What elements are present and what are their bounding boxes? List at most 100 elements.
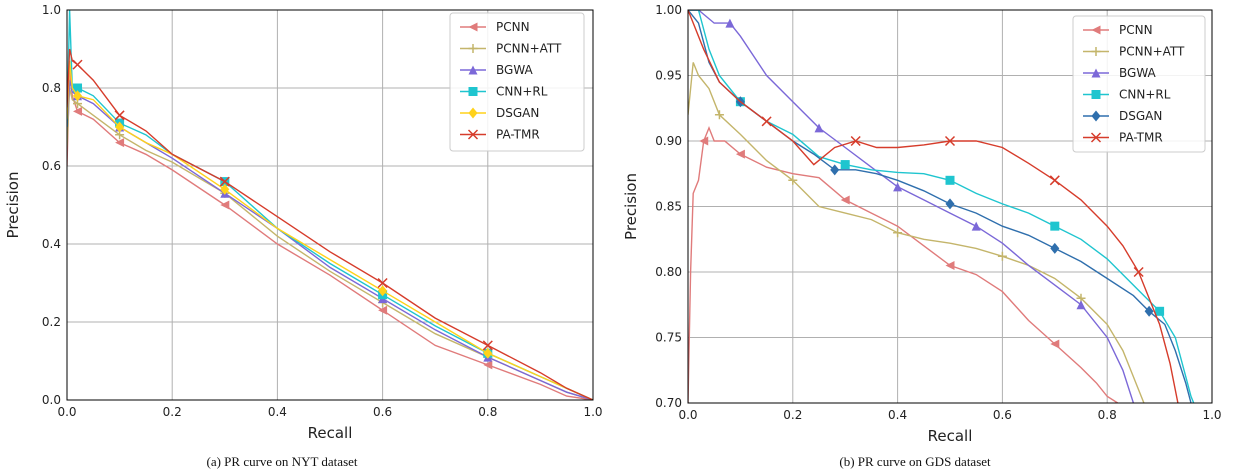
nyt-series-pa-tmr-marker [377,277,388,289]
gds-series-dsgan-marker [830,164,840,176]
nyt-series-pcnn-marker [483,360,493,370]
gds-axes-frame [687,9,1213,404]
nyt-y-tick-label: 0.8 [42,81,61,95]
gds-y-tick-label: 0.80 [655,265,682,279]
nyt-y-tick-label: 0.4 [42,237,61,251]
nyt-series-dsgan-marker [220,183,230,195]
gds-legend-pa-tmr-marker [1090,132,1102,143]
nyt-legend-pa-tmr-label: PA-TMR [496,128,540,142]
nyt-legend: PCNN PCNN+ATT BGWA CNN+RL DSGAN PA-TMR [449,12,585,152]
nyt-series-cnn-rl-marker [73,83,83,93]
nyt-legend-dsgan-marker [468,107,478,119]
nyt-x-tick-label: 0.0 [57,405,76,419]
nyt-legend-box [449,12,585,152]
nyt-legend-pcnn-att-label: PCNN+ATT [496,42,562,56]
gds-legend-pcnn-marker [1091,25,1101,35]
nyt-series-pa-tmr-marker [114,110,125,121]
gds-y-tick-label: 1.00 [655,3,682,17]
nyt-series-pcnn-marker [378,305,388,315]
gds-y-tick-label: 0.85 [655,200,682,214]
gds-x-tick-label: 0.4 [888,408,907,422]
gds-legend-pa-tmr-label: PA-TMR [1119,131,1163,145]
gds-series-pcnn-marker [735,149,745,159]
gds-series-pcnn-att-marker [893,228,903,238]
gds-series-bgwa-marker [814,123,824,133]
gds-series-pa-tmr-marker [761,116,772,127]
gds-x-tick-label: 0.0 [678,408,697,422]
nyt-legend-bgwa-label: BGWA [496,63,534,77]
nyt-legend-pcnn-label: PCNN [496,20,530,34]
gds-x-axis-label: Recall [928,427,973,445]
nyt-legend-bgwa-marker [468,65,478,75]
gds-series-pcnn-att-marker [788,175,798,185]
nyt-legend-cnn-rl-label: CNN+RL [496,85,548,99]
gds-series-bgwa-marker [725,18,735,28]
gds-series-cnn-rl-marker [1155,306,1165,316]
gds-y-tick-label: 0.70 [655,396,682,410]
gds-series-bgwa-marker [971,221,981,231]
gds-series-pcnn-line [688,126,1119,403]
gds-legend-bgwa-marker [1091,68,1101,78]
nyt-legend-cnn-rl-marker [468,87,478,96]
gds-series-pcnn-marker [699,136,709,146]
nyt-series-pa-tmr-marker [72,59,83,70]
gds-legend-dsgan-label: DSGAN [1119,109,1162,123]
gds-series-dsgan-marker [1050,242,1060,254]
gds-legend-cnn-rl-marker [1091,90,1101,99]
nyt-series-dsgan-marker [483,347,493,359]
nyt-x-tick-label: 1.0 [583,405,602,419]
nyt-legend-pcnn-marker [468,22,478,32]
gds-series-bgwa-marker [893,182,903,192]
gds-series-cnn-rl-marker [1050,221,1060,231]
gds-series-cnn-rl-marker [840,160,850,170]
gds-series-cnn-rl-marker [945,175,955,185]
gds-y-tick-label: 0.95 [655,69,682,83]
nyt-x-axis-label: Recall [308,424,353,442]
gds-series-pa-tmr-marker [944,135,956,147]
nyt-y-tick-label: 1.0 [42,3,61,17]
nyt-axes-frame [66,9,594,401]
gds-series-pcnn-att-marker [997,251,1007,261]
gds-series-pa-tmr-marker [850,135,861,147]
gds-y-axis-label: Precision [622,173,640,240]
gds-chart-caption: (b) PR curve on GDS dataset [839,454,991,469]
nyt-x-tick-label: 0.2 [163,405,182,419]
nyt-plot-area [67,10,593,400]
nyt-series-pcnn-marker [220,200,230,210]
nyt-x-tick-label: 0.4 [268,405,287,419]
gds-legend: PCNN PCNN+ATT BGWA CNN+RL DSGAN PA-TMR [1072,15,1206,153]
nyt-series-pcnn-marker [73,106,83,116]
gds-series-pcnn-marker [945,260,955,270]
gds-x-tick-label: 0.8 [1098,408,1117,422]
nyt-y-tick-label: 0.2 [42,315,61,329]
nyt-legend-dsgan-label: DSGAN [496,106,539,120]
nyt-chart-caption: (a) PR curve on NYT dataset [206,454,357,469]
nyt-legend-pcnn-att-marker [468,44,478,53]
gds-legend-pcnn-att-label: PCNN+ATT [1119,45,1185,59]
gds-series-dsgan-marker [1144,305,1154,317]
gds-legend-cnn-rl-label: CNN+RL [1119,88,1171,102]
gds-series-pcnn-marker [1050,339,1060,349]
gds-legend-dsgan-marker [1091,110,1101,122]
nyt-pr-chart: (a) PR curve on NYT dataset 0.0 0.2 0.4 0.6… [4,3,603,469]
nyt-series-pcnn-marker [115,138,125,148]
gds-y-tick-label: 0.90 [655,134,682,148]
gds-series-bgwa-marker [1076,300,1086,310]
gds-legend-pcnn-label: PCNN [1119,23,1153,37]
nyt-series-pa-tmr-marker [482,340,493,351]
nyt-x-tick-label: 0.8 [478,405,497,419]
gds-x-tick-label: 1.0 [1202,408,1221,422]
gds-x-tick-label: 0.6 [993,408,1012,422]
nyt-series-dsgan-marker [378,285,388,297]
gds-plot-area [688,10,1195,403]
gds-series-pcnn-att-marker [714,110,724,120]
nyt-x-tick-label: 0.6 [373,405,392,419]
nyt-series-pa-tmr-marker [219,176,230,187]
nyt-series-dsgan-marker [73,90,83,102]
gds-series-pa-tmr-marker [1133,266,1144,278]
gds-x-tick-label: 0.2 [783,408,802,422]
gds-series-dsgan-marker [945,198,955,210]
gds-legend-box [1072,15,1206,153]
gds-y-tick-label: 0.75 [655,331,682,345]
